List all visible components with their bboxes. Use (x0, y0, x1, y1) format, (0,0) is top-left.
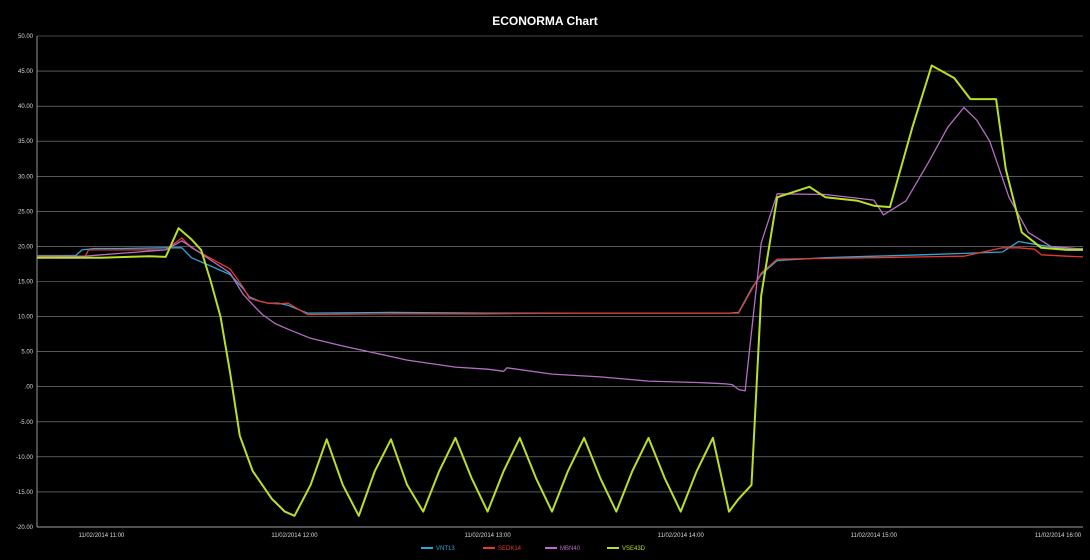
x-tick-label: 11/02/2014 11:00 (78, 533, 124, 539)
grid-lines (37, 35, 1083, 528)
legend-label: VSE43D (622, 546, 646, 552)
axes: 50.00 45.00 40.00 35.00 30.00 25.00 20.00 15.00… (16, 34, 1083, 539)
legend: VNT13 SEDK14 MBN40 VSE43D (421, 546, 646, 552)
y-tick-label: .00 (25, 385, 34, 391)
y-tick-label: 10.00 (18, 315, 34, 321)
x-tick-label: 11/02/2014 14:00 (658, 533, 705, 539)
y-tick-label: 30.00 (18, 174, 34, 180)
x-tick-label: 11/02/2014 13:00 (464, 533, 511, 539)
series-line-sedk14 (37, 237, 1084, 316)
y-tick-label: -10.00 (16, 455, 34, 461)
y-tick-label: 40.00 (18, 104, 34, 110)
y-tick-label: 5.00 (21, 350, 33, 356)
y-tick-label: 15.00 (18, 280, 34, 286)
y-tick-label: -20.00 (16, 525, 34, 531)
chart-title: ECONORMA Chart (492, 14, 598, 28)
x-tick-label: 11/02/2014 12:00 (271, 533, 318, 539)
y-tick-label: 25.00 (18, 209, 34, 215)
y-tick-label: -15.00 (16, 490, 34, 496)
series-line-vnt13 (37, 240, 1084, 314)
x-tick-label: 11/02/2014 15:00 (851, 533, 898, 539)
legend-label: SEDK14 (498, 546, 522, 552)
y-tick-label: -5.00 (19, 420, 33, 426)
series-line-vse43d (37, 64, 1083, 517)
y-tick-label: 50.00 (18, 34, 34, 40)
legend-label: VNT13 (436, 546, 455, 552)
y-tick-label: 45.00 (18, 69, 34, 75)
x-tick-label: 11/02/2014 16:00 (1035, 533, 1082, 539)
y-tick-label: 20.00 (18, 244, 34, 250)
series-layer (36, 64, 1084, 517)
y-tick-label: 35.00 (18, 139, 34, 145)
series-line-mbn40 (36, 106, 1084, 392)
legend-label: MBN40 (560, 546, 581, 552)
